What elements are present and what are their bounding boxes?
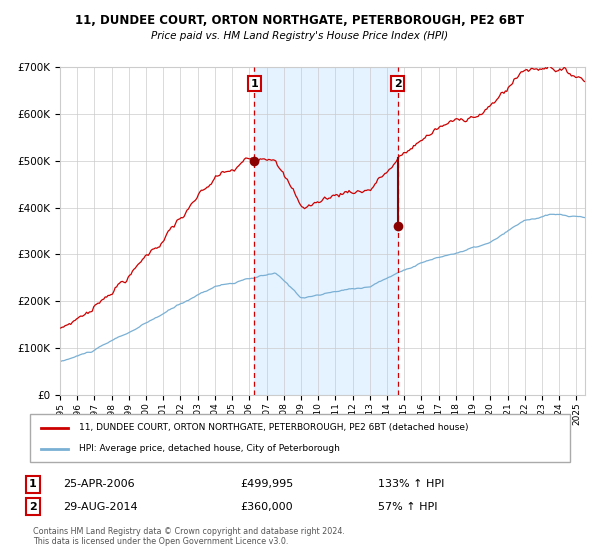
Text: 11, DUNDEE COURT, ORTON NORTHGATE, PETERBOROUGH, PE2 6BT: 11, DUNDEE COURT, ORTON NORTHGATE, PETER… [76,14,524,27]
Text: 1: 1 [250,78,258,88]
Text: 29-AUG-2014: 29-AUG-2014 [63,502,137,512]
Text: 57% ↑ HPI: 57% ↑ HPI [378,502,437,512]
FancyBboxPatch shape [30,414,570,462]
Text: HPI: Average price, detached house, City of Peterborough: HPI: Average price, detached house, City… [79,444,340,453]
Text: Price paid vs. HM Land Registry's House Price Index (HPI): Price paid vs. HM Land Registry's House … [151,31,449,41]
Text: Contains HM Land Registry data © Crown copyright and database right 2024.
This d: Contains HM Land Registry data © Crown c… [33,526,345,546]
Text: 11, DUNDEE COURT, ORTON NORTHGATE, PETERBOROUGH, PE2 6BT (detached house): 11, DUNDEE COURT, ORTON NORTHGATE, PETER… [79,423,468,432]
Text: 133% ↑ HPI: 133% ↑ HPI [378,479,445,489]
Text: 2: 2 [29,502,37,512]
Text: 2: 2 [394,78,401,88]
Text: £360,000: £360,000 [240,502,293,512]
Text: £499,995: £499,995 [240,479,293,489]
Text: 1: 1 [29,479,37,489]
Text: 25-APR-2006: 25-APR-2006 [63,479,134,489]
Bar [254,67,398,395]
